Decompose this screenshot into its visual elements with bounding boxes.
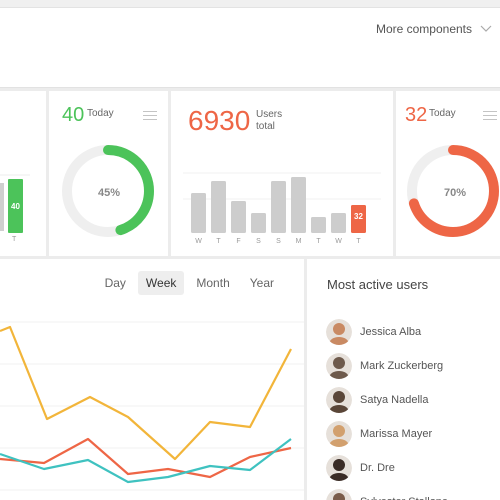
donut-progress-arc bbox=[407, 145, 499, 237]
chevron-down-icon bbox=[480, 25, 492, 32]
user-name: Satya Nadella bbox=[360, 394, 429, 406]
donut-percent-label-red: 70% bbox=[444, 187, 467, 199]
bar-axis-label: W bbox=[335, 238, 342, 245]
more-components-label: More components bbox=[375, 22, 472, 36]
avatar bbox=[326, 353, 352, 379]
bar-highlight bbox=[351, 205, 366, 233]
donut-chart-red bbox=[407, 145, 499, 237]
bar bbox=[271, 181, 286, 233]
bar-axis-label: W bbox=[195, 238, 202, 245]
mini-bar-value: 40 bbox=[11, 202, 20, 211]
bar-axis-label: T bbox=[216, 238, 221, 245]
user-name: Marissa Mayer bbox=[360, 428, 433, 440]
bar bbox=[291, 177, 306, 233]
avatar bbox=[326, 455, 352, 481]
line-chart bbox=[0, 321, 304, 491]
mini-bar-grey bbox=[0, 183, 4, 231]
avatar bbox=[326, 421, 352, 447]
series-line-1 bbox=[0, 437, 292, 479]
users-caption-line1: Users bbox=[256, 109, 283, 120]
user-name: Jessica Alba bbox=[360, 326, 422, 338]
avatar bbox=[326, 319, 352, 345]
most-active-users-panel: Most active users Jessica Alba Mark Zucke… bbox=[307, 259, 500, 500]
series-line-2 bbox=[0, 438, 292, 484]
donut-percent-label: 45% bbox=[98, 187, 121, 199]
mini-bar-axis-label: T bbox=[12, 236, 17, 243]
user-row[interactable]: Jessica Alba bbox=[326, 319, 421, 345]
series-line-0 bbox=[0, 325, 292, 461]
users-caption-line2: total bbox=[256, 121, 275, 132]
user-row[interactable]: Mark Zuckerberg bbox=[326, 353, 443, 379]
user-name: Sylvester Stallone bbox=[360, 496, 448, 500]
bar-axis-label: S bbox=[276, 238, 281, 245]
tab-month[interactable]: Month bbox=[196, 276, 230, 290]
menu-icon[interactable] bbox=[143, 111, 157, 120]
users-panel-title: Most active users bbox=[327, 277, 429, 292]
bar bbox=[251, 213, 266, 233]
bar bbox=[211, 181, 226, 233]
avatar bbox=[326, 387, 352, 413]
period-tabs: Day Week Month Year bbox=[97, 271, 282, 295]
tab-year[interactable]: Year bbox=[249, 276, 274, 290]
bar-axis-label: S bbox=[256, 238, 261, 245]
today-number-red: 32 bbox=[405, 104, 428, 126]
stat-card-today-red: 32 Today 70% bbox=[396, 91, 500, 256]
line-chart-panel: Day Week Month Year bbox=[0, 259, 304, 500]
user-name: Mark Zuckerberg bbox=[360, 360, 444, 372]
today-caption-red: Today bbox=[429, 108, 456, 119]
user-row[interactable]: Satya Nadella bbox=[326, 387, 429, 413]
mini-bar-highlight bbox=[8, 179, 23, 233]
bar-axis-label: F bbox=[236, 238, 240, 245]
today-number: 40 bbox=[62, 104, 85, 126]
tab-day[interactable]: Day bbox=[104, 276, 126, 290]
top-header: More components bbox=[0, 0, 500, 88]
header-edge bbox=[0, 0, 500, 8]
today-caption: Today bbox=[87, 108, 114, 119]
donut-progress-arc bbox=[62, 145, 154, 237]
user-name: Dr. Dre bbox=[360, 462, 395, 474]
user-row[interactable]: Sylvester Stallone bbox=[326, 489, 448, 500]
donut-chart-green bbox=[62, 145, 154, 237]
user-row[interactable]: Dr. Dre bbox=[326, 455, 395, 481]
bar bbox=[311, 217, 326, 233]
weekly-bar-chart: W T F S S M T W T 32 bbox=[183, 172, 381, 245]
more-components-dropdown[interactable]: More components bbox=[376, 22, 492, 36]
bar bbox=[331, 213, 346, 233]
mini-bar-chart bbox=[0, 174, 30, 233]
users-total-number: 6930 bbox=[188, 105, 251, 136]
bar-axis-label: M bbox=[296, 238, 302, 245]
bar bbox=[231, 201, 246, 233]
bar bbox=[191, 193, 206, 233]
user-row[interactable]: Marissa Mayer bbox=[326, 421, 432, 447]
stat-card-partial: 40 T bbox=[0, 91, 46, 256]
avatar bbox=[326, 489, 352, 500]
stat-card-users-total: 6930 Users total W T F S S M T W T 32 bbox=[171, 91, 393, 256]
bar-axis-label: T bbox=[356, 238, 361, 245]
bar-axis-label: T bbox=[316, 238, 321, 245]
tab-week[interactable]: Week bbox=[137, 271, 185, 295]
bar-value-label: 32 bbox=[354, 212, 363, 221]
stat-card-today-green: 40 Today 45% bbox=[49, 91, 168, 256]
menu-icon[interactable] bbox=[483, 111, 497, 120]
